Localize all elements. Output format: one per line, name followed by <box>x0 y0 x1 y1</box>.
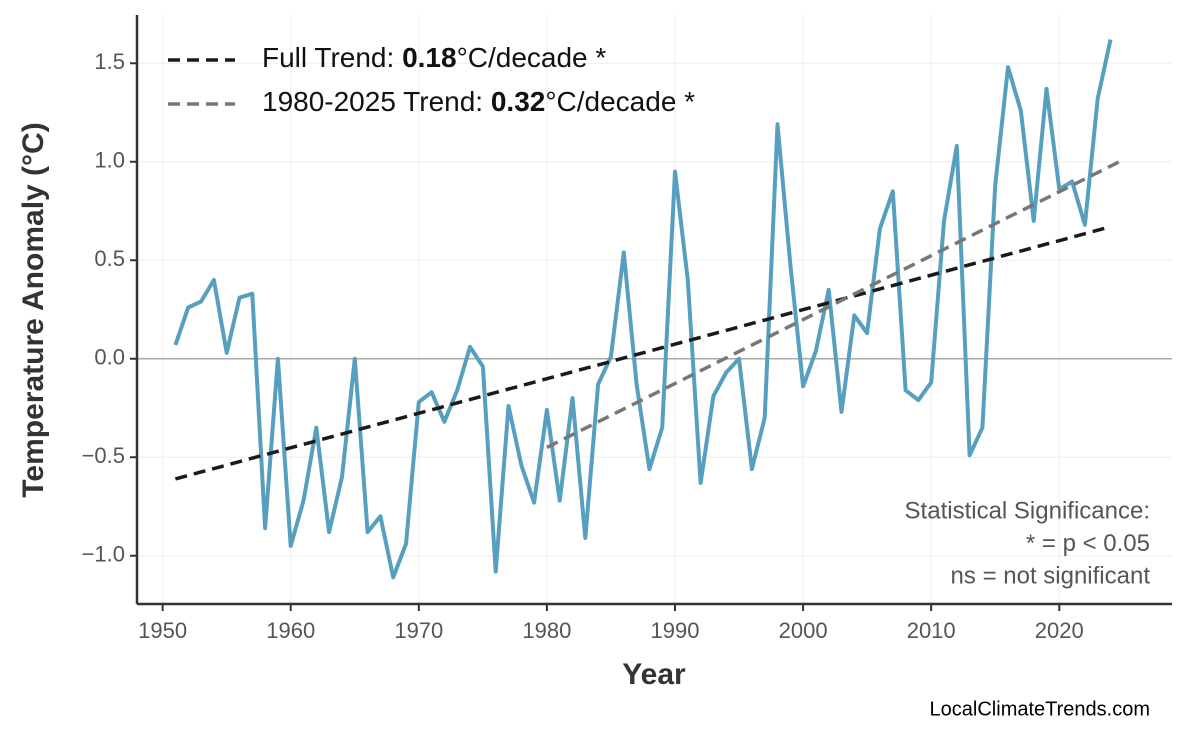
x-tick-label: 1990 <box>651 618 700 643</box>
annotation: Statistical Significance: <box>905 497 1150 524</box>
legend-text: Full Trend: <box>262 42 402 73</box>
y-tick-label: −1.0 <box>82 542 125 567</box>
legend-label: Full Trend: 0.18°C/decade * <box>262 42 606 73</box>
annotation: * = p < 0.05 <box>1026 530 1150 557</box>
y-tick-label: 0.0 <box>94 345 125 370</box>
legend-text: 1980-2025 Trend: <box>262 86 491 117</box>
x-axis-label: Year <box>622 658 686 691</box>
y-axis-label: Temperature Anomaly (°C) <box>17 122 50 497</box>
legend-text: 0.18 <box>402 42 457 73</box>
y-tick-label: 1.0 <box>94 148 125 173</box>
x-tick-label: 1970 <box>394 618 443 643</box>
annotation: ns = not significant <box>951 562 1151 589</box>
legend-text: °C/decade * <box>545 86 695 117</box>
source: LocalClimateTrends.com <box>930 698 1150 720</box>
x-tick-label: 2010 <box>907 618 956 643</box>
trend-line <box>546 158 1125 449</box>
x-tick-label: 2000 <box>779 618 828 643</box>
x-tick-label: 1960 <box>266 618 315 643</box>
legend-text: 0.32 <box>491 86 546 117</box>
trend-line <box>174 225 1111 481</box>
x-tick-label: 1950 <box>138 618 187 643</box>
x-tick-label: 2020 <box>1035 618 1084 643</box>
legend-label: 1980-2025 Trend: 0.32°C/decade * <box>262 86 695 117</box>
y-tick-label: 1.5 <box>94 49 125 74</box>
data-line <box>173 39 1113 580</box>
legend-text: °C/decade * <box>457 42 607 73</box>
x-tick-label: 1980 <box>522 618 571 643</box>
y-tick-label: 0.5 <box>94 246 125 271</box>
y-tick-label: −0.5 <box>82 443 125 468</box>
